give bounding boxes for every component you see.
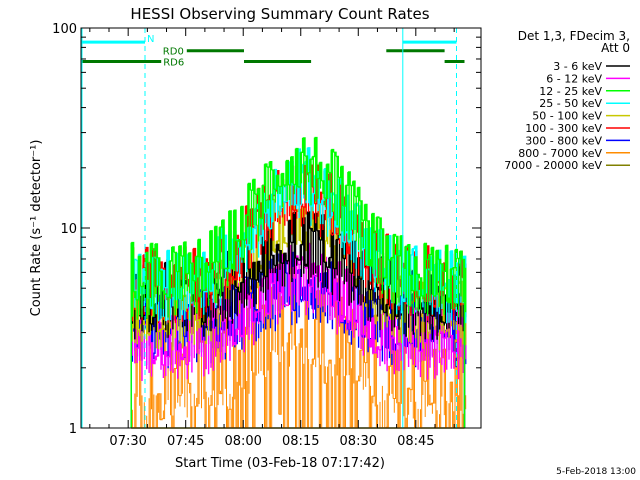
legend-label-25-50-keV: 25 - 50 keV [539, 97, 602, 110]
axis-layer: 07:30 07:45 08:00 08:15 08:30 08:45 1 10 100 [52, 22, 481, 449]
legend-label-3-6-keV: 3 - 6 keV [553, 60, 602, 73]
x-axis-label: Start Time (03-Feb-18 07:17:42) [175, 456, 385, 471]
legend-label-12-25-keV: 12 - 25 keV [539, 85, 602, 98]
x-tick-label: 07:45 [167, 434, 204, 449]
flag-n: N [81, 34, 457, 45]
y-tick-label: 100 [52, 22, 77, 37]
y-tick-label: 1 [69, 422, 77, 437]
legend-label-6-12-keV: 6 - 12 keV [546, 72, 602, 85]
x-tick-label: 08:00 [224, 434, 261, 449]
x-tick-label: 08:15 [282, 434, 319, 449]
series-12-25-keV-trace [130, 136, 467, 428]
chart-title: HESSI Observing Summary Count Rates [130, 5, 429, 23]
x-tick-label: 08:30 [340, 434, 377, 449]
legend-label-7000-20000-keV: 7000 - 20000 keV [504, 159, 602, 172]
legend-label-50-100-keV: 50 - 100 keV [532, 110, 602, 123]
flag-rd6: RD6 [81, 58, 465, 69]
x-tick-label: 07:30 [109, 434, 146, 449]
flag-rd0-label: RD0 [163, 47, 184, 58]
legend-label-800-7000-keV: 800 - 7000 keV [518, 147, 602, 160]
flag-n-label: N [147, 34, 154, 45]
y-axis-label: Count Rate (s⁻¹ detector⁻¹) [29, 140, 44, 317]
x-tick-label: 08:45 [397, 434, 434, 449]
legend-header-line2: Att 0 [601, 41, 630, 55]
flag-rd0: RD0 [163, 47, 445, 58]
y-tick-label: 10 [60, 222, 77, 237]
plot-data-layer [130, 136, 467, 429]
flag-rd6-label: RD6 [163, 58, 184, 69]
series-12-25-keV [130, 136, 467, 428]
legend-label-300-800-keV: 300 - 800 keV [525, 134, 602, 147]
legend-label-100-300-keV: 100 - 300 keV [525, 122, 602, 135]
footer-timestamp: 5-Feb-2018 13:00 [556, 467, 636, 477]
legend-header-line1: Det 1,3, FDecim 3, [518, 29, 630, 43]
